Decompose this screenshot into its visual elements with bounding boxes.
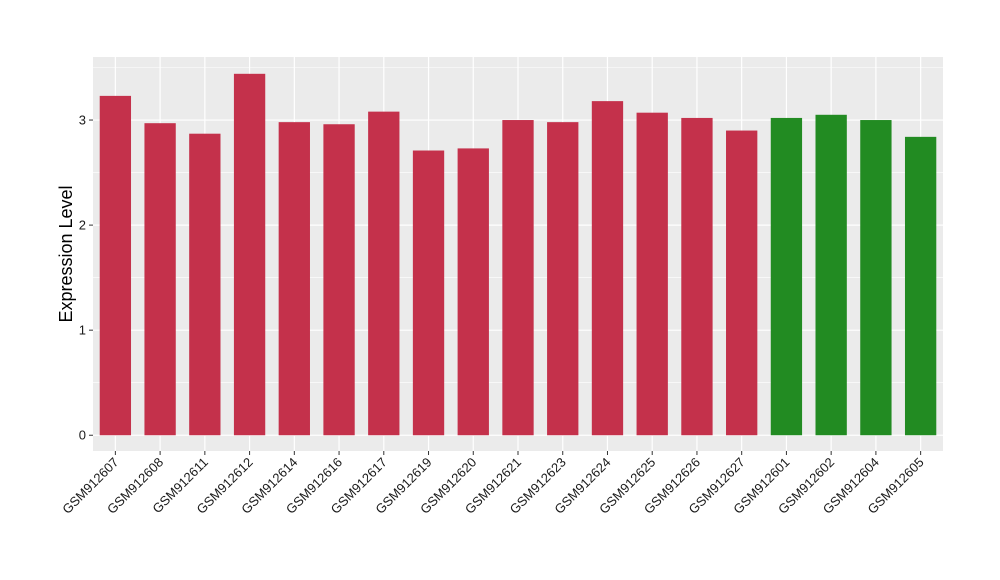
bar-GSM912625 (636, 112, 668, 436)
y-tick-label: 0 (79, 428, 86, 443)
bar-GSM912612 (233, 73, 266, 436)
bar-GSM912611 (189, 133, 221, 436)
bar-GSM912621 (502, 120, 534, 436)
bar-GSM912619 (412, 150, 445, 436)
bar-GSM912608 (144, 123, 176, 436)
bar-GSM912601 (770, 117, 803, 436)
bar-GSM912616 (323, 124, 355, 436)
bars (99, 73, 937, 436)
y-axis-title: Expression Level (56, 185, 76, 322)
bar-GSM912624 (591, 101, 624, 436)
bar-GSM912620 (457, 148, 489, 436)
y-tick-label: 1 (79, 323, 86, 338)
bar-GSM912604 (860, 120, 892, 436)
bar-GSM912627 (726, 130, 758, 436)
y-tick-label: 3 (79, 113, 86, 128)
bar-GSM912614 (278, 122, 310, 436)
bar-GSM912607 (99, 95, 132, 436)
bar-GSM912617 (368, 111, 400, 436)
bar-GSM912626 (681, 117, 713, 436)
bar-GSM912602 (815, 114, 847, 436)
y-tick-label: 2 (79, 218, 86, 233)
bar-GSM912605 (904, 136, 937, 436)
y-axis: 0 1 2 3 (79, 113, 93, 443)
x-axis: GSM912607GSM912608GSM912611GSM912612GSM9… (59, 451, 927, 517)
bar-GSM912623 (547, 122, 579, 436)
